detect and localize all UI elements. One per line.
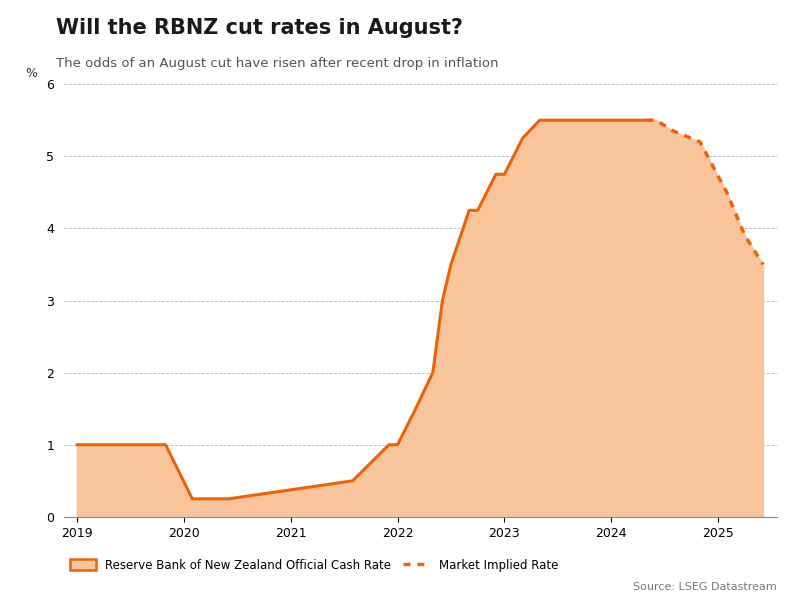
Text: The odds of an August cut have risen after recent drop in inflation: The odds of an August cut have risen aft… bbox=[56, 57, 498, 70]
Text: Will the RBNZ cut rates in August?: Will the RBNZ cut rates in August? bbox=[56, 18, 463, 38]
Text: Source: LSEG Datastream: Source: LSEG Datastream bbox=[634, 582, 777, 592]
Text: %: % bbox=[25, 67, 37, 80]
Legend: Reserve Bank of New Zealand Official Cash Rate, Market Implied Rate: Reserve Bank of New Zealand Official Cas… bbox=[70, 558, 558, 572]
